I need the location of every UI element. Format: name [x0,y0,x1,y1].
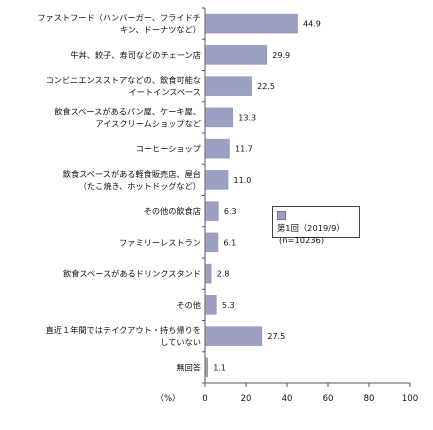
value-label: 29.9 [272,51,290,60]
x-tick-label: 60 [323,394,334,404]
value-label: 22.5 [257,82,275,91]
legend-note: (n=10236) [279,235,325,245]
value-label: 11.7 [235,145,253,154]
category-label: 牛丼、餃子、寿司などのチェーン店 [70,50,201,60]
bar [205,326,263,346]
category-label: 飲食スペースがあるパン屋、ケーキ屋、 [54,106,201,116]
category-label: 飲食スペースがある軽食販売店、屋台 [63,169,201,179]
value-label: 1.1 [213,363,226,372]
category-label: その他の飲食店 [144,206,201,216]
category-label: ファミリーレストラン [119,237,201,247]
category-label: 無回答 [176,362,201,372]
legend-entry: 第1回（2019/9） [277,210,355,234]
category-label: （たこ焼き、ホットドッグなど） [79,181,201,191]
x-tick-label: 100 [402,394,418,404]
x-axis-unit-label: （%） [155,393,180,404]
bar [205,170,229,190]
bar [205,76,252,96]
bar [205,232,219,253]
category-label: キン、ドーナツなど） [120,25,201,35]
category-label: 直近１年間ではテイクアウト・持ち帰りを [46,325,201,335]
value-label: 6.3 [224,207,237,216]
legend-swatch [277,211,286,220]
x-tick-label: 40 [282,394,293,404]
x-tick-label: 20 [241,394,252,404]
legend-series-name: 第1回（2019/9） [277,223,345,233]
legend: 第1回（2019/9） (n=10236) [272,206,360,245]
category-label: していない [160,337,201,347]
x-tick-label: 0 [202,394,207,404]
category-label: アイスクリームショップなど [95,118,201,128]
bar [205,295,217,315]
category-label: その他 [176,300,201,310]
bar [205,357,209,378]
value-label: 44.9 [303,20,321,29]
x-tick-label: 80 [364,394,375,404]
bar [205,201,219,221]
value-label: 11.0 [234,176,252,185]
value-label: 2.8 [217,270,230,279]
value-label: 27.5 [267,332,285,341]
bar [205,13,298,34]
value-label: 13.3 [238,113,256,122]
bar [205,107,234,128]
category-label: ファストフード（ハンバーガー、フライドチ [37,13,201,23]
category-label: コンビニエンスストアなどの、飲食可能な [46,75,201,85]
bar [205,45,268,65]
category-label: コーヒーショップ [136,144,202,154]
value-label: 5.3 [222,301,235,310]
value-label: 6.1 [224,238,237,247]
category-label: 飲食スペースがあるドリンクスタンド [63,269,201,279]
bar [205,263,212,284]
bar [205,138,230,159]
category-label: イートインスペース [128,87,201,97]
